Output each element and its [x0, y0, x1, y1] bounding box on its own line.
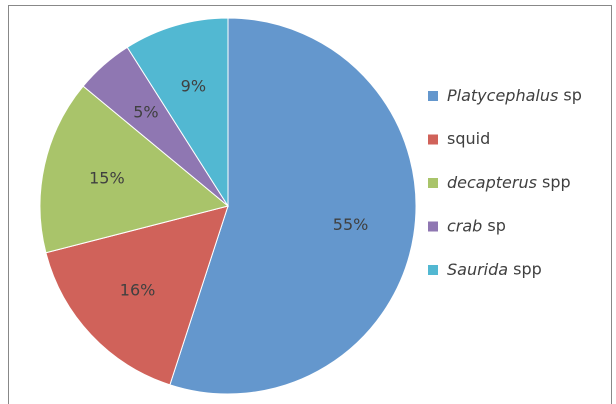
legend-label: squid — [447, 129, 490, 148]
legend-swatch — [428, 178, 438, 188]
pie-slice — [126, 17, 229, 208]
pie-slice — [39, 85, 230, 254]
slice-label: 9% — [181, 76, 206, 95]
legend-label: Saurida spp — [447, 260, 542, 279]
legend-swatch — [428, 221, 438, 232]
legend-swatch — [428, 91, 438, 101]
pie-slice — [45, 205, 229, 386]
legend-label: decapterus spp — [447, 173, 571, 192]
legend-label: Platycephalus sp — [447, 86, 582, 105]
legend-swatch — [428, 265, 438, 275]
slice-label: 16% — [120, 280, 156, 299]
legend-swatch — [428, 134, 438, 145]
slice-label: 55% — [333, 215, 369, 234]
slice-label: 15% — [89, 168, 125, 187]
slice-label: 5% — [133, 102, 158, 121]
pie-slice — [169, 17, 417, 395]
legend-label: crab sp — [447, 216, 506, 235]
